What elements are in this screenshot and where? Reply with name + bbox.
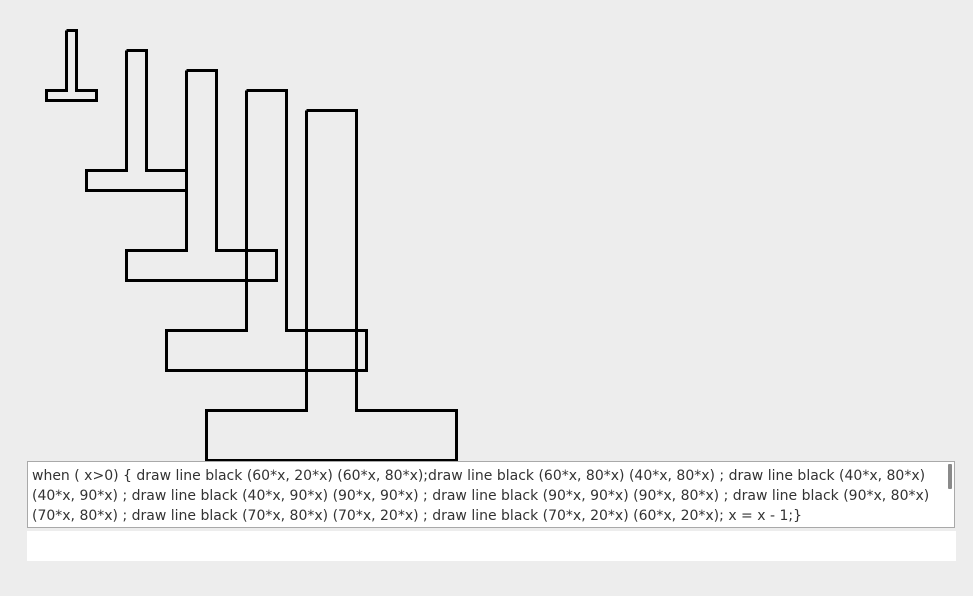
t-shape-outline-1 [45, 29, 98, 102]
t-shape-outline-2 [85, 49, 188, 192]
command-input[interactable] [27, 531, 956, 561]
t-shape-outline-5 [205, 109, 458, 462]
t-shape-outline-4 [165, 89, 368, 372]
t-shape-outline-3 [125, 69, 278, 282]
code-editor[interactable]: when ( x>0) { draw line black (60*x, 20*… [27, 461, 955, 528]
editor-scrollbar[interactable] [948, 464, 952, 489]
code-text[interactable]: when ( x>0) { draw line black (60*x, 20*… [32, 468, 930, 524]
